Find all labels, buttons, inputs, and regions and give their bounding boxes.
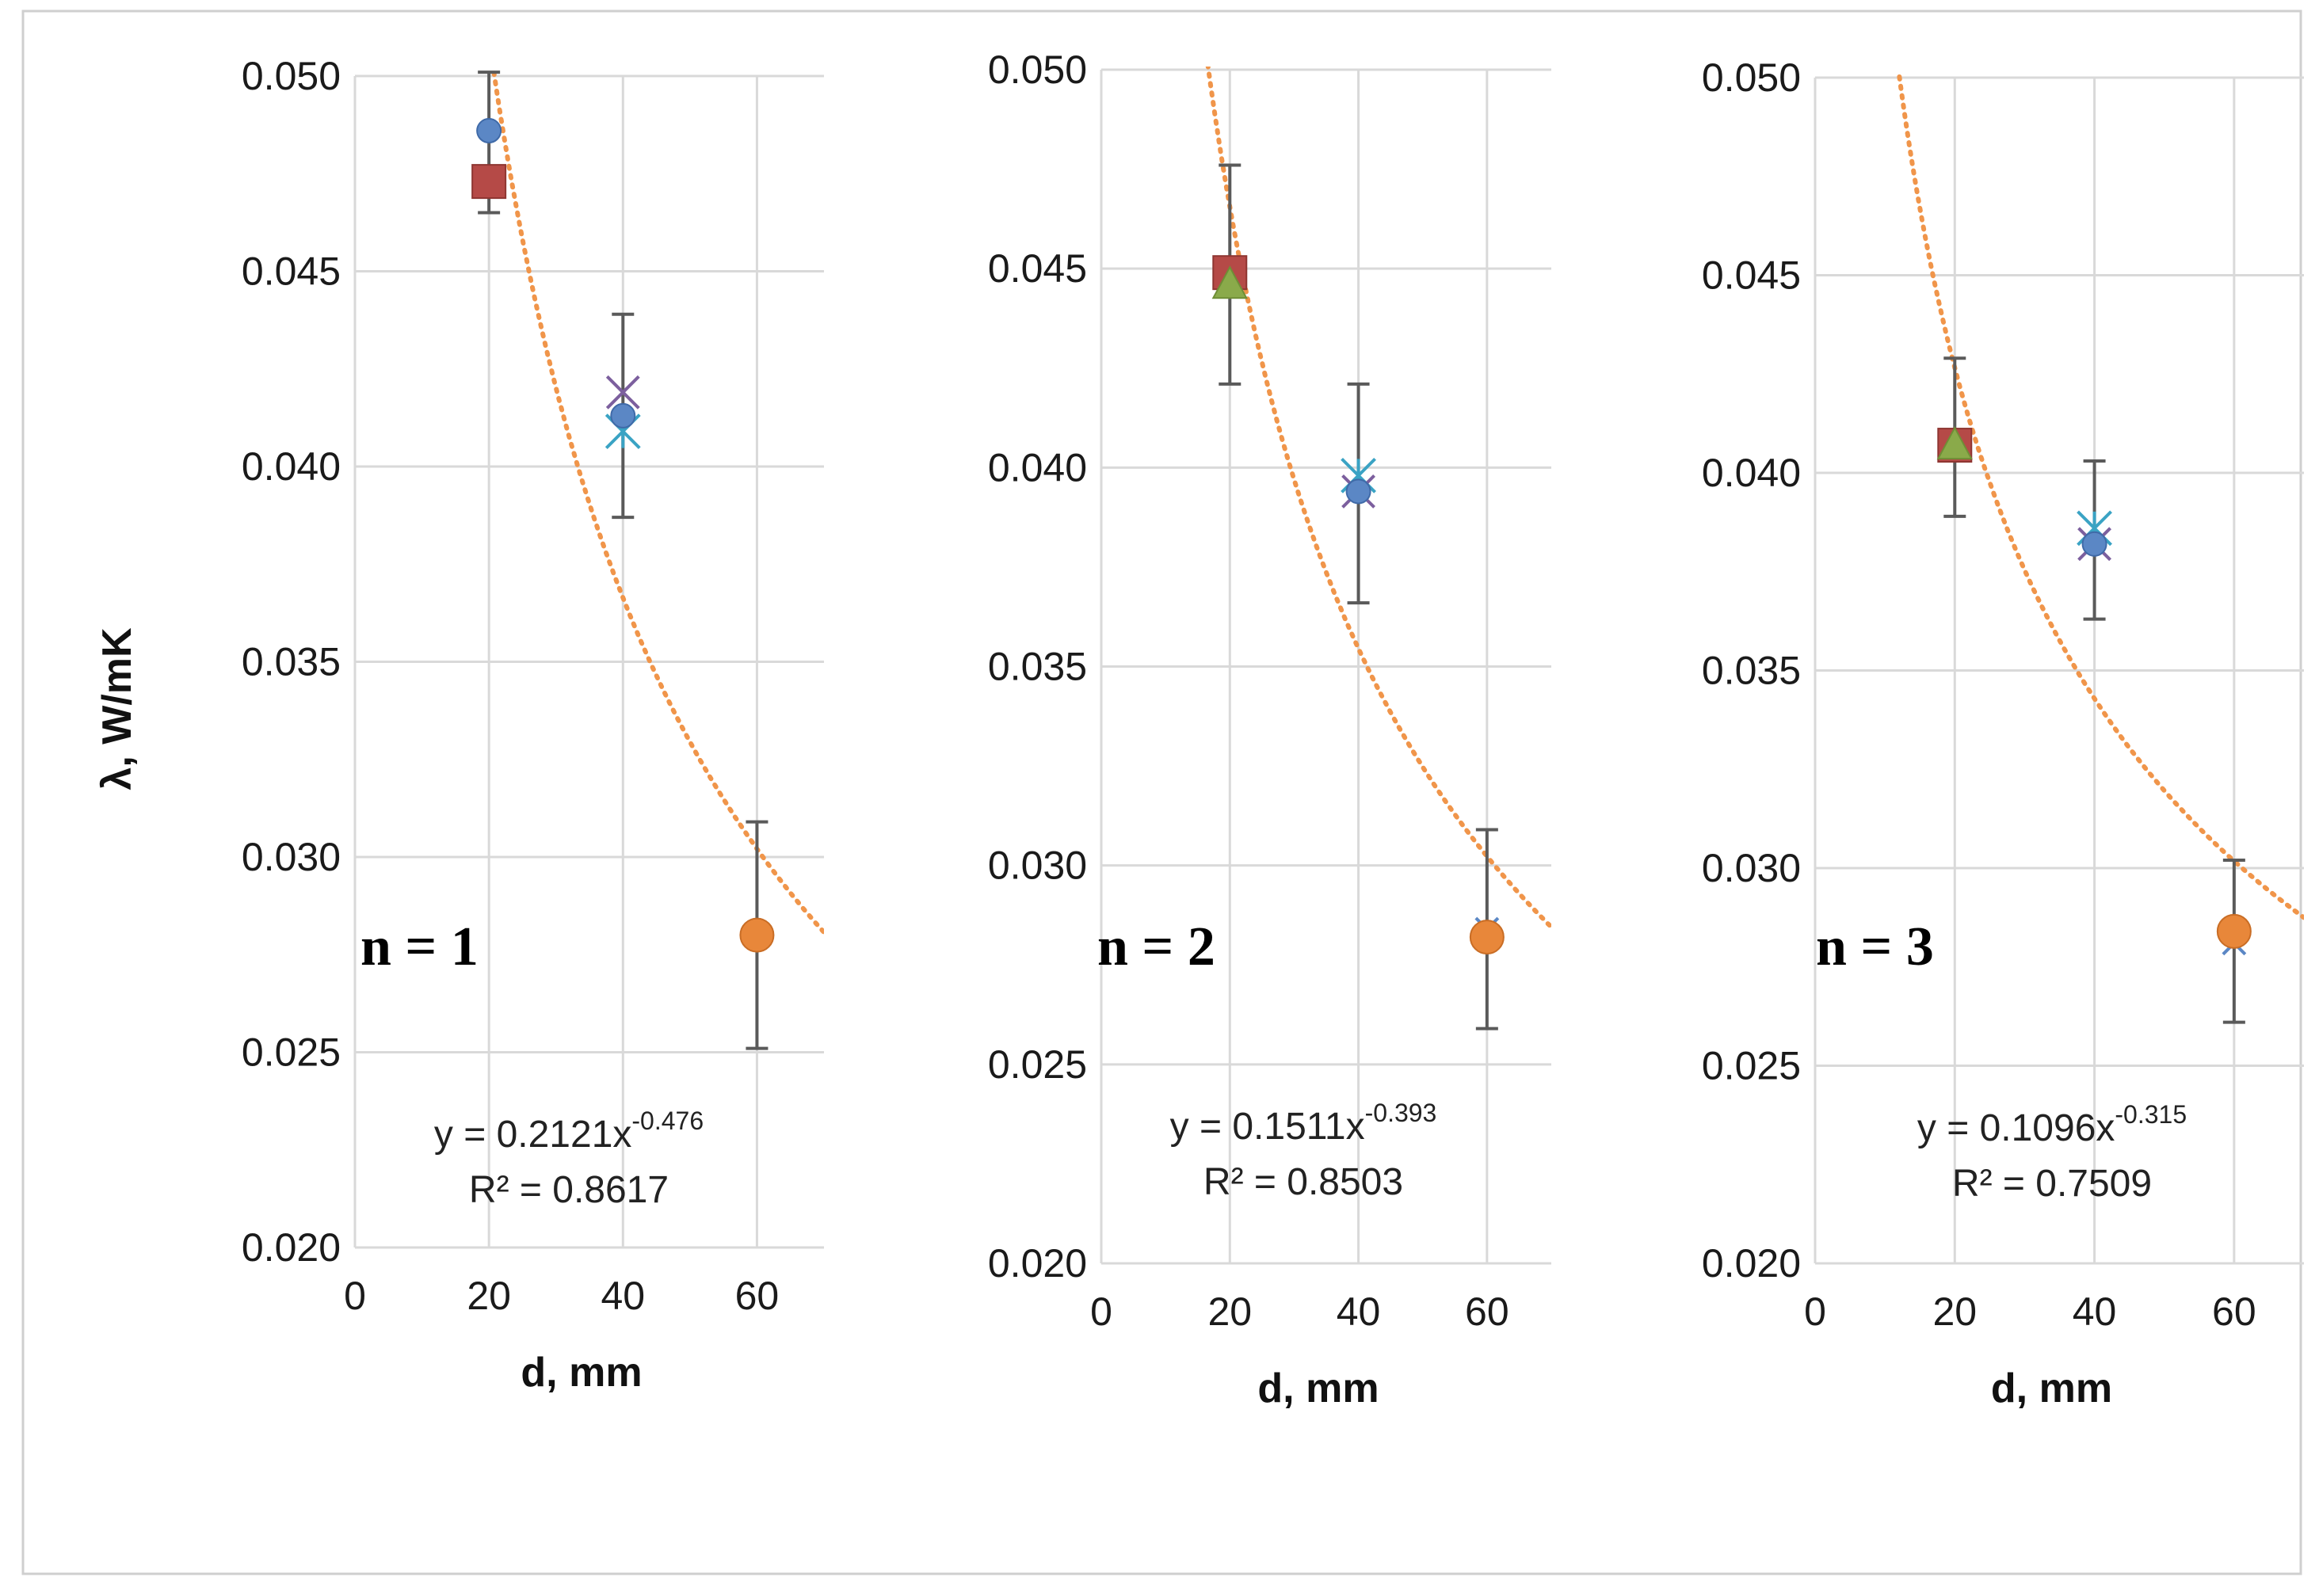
trendline-equation: y = 0.1511x-0.393 [1170, 1099, 1437, 1148]
equation-exponent: -0.315 [2115, 1100, 2187, 1129]
x-tick-label: 40 [2073, 1289, 2117, 1334]
trendline-equation: y = 0.2121x-0.476 [434, 1107, 704, 1156]
trendline-r2: R² = 0.7509 [1952, 1163, 2152, 1205]
y-tick-label: 0.045 [242, 249, 341, 294]
panel-2: 0.020 0.025 0.030 0.035 0.040 0.045 0.050 0 20 40… [988, 48, 1551, 1411]
panel-label: n = 3 [1816, 916, 1934, 977]
data-point-square [471, 164, 507, 200]
data-point-circle [610, 402, 636, 429]
y-tick-label: 0.040 [242, 444, 341, 489]
x-tick-label: 40 [1337, 1289, 1381, 1334]
x-tick-label: 40 [601, 1274, 645, 1318]
y-tick-label: 0.050 [242, 54, 341, 98]
data-point-circle [739, 917, 775, 953]
data-point-circle [2216, 913, 2252, 949]
panel-3: 0.020 0.025 0.030 0.035 0.040 0.045 0.050 0 20 40… [1702, 55, 2304, 1411]
data-point-circle [1345, 478, 1371, 505]
data-point-x [605, 375, 640, 409]
equation-base: y = 0.2121x [434, 1114, 632, 1156]
x-tick-label: 0 [1804, 1289, 1826, 1334]
x-tick-label: 20 [467, 1274, 511, 1318]
y-tick-label: 0.025 [1702, 1044, 1801, 1088]
y-tick-label: 0.040 [1702, 451, 1801, 495]
data-point-circle [2081, 531, 2107, 557]
x-tick-label: 0 [1090, 1289, 1112, 1334]
y-axis-title: λ, W/mK [94, 627, 140, 790]
y-tick-label: 0.040 [988, 445, 1087, 489]
panel-1: 0.020 0.025 0.030 0.035 0.040 0.045 0.050 0 20 40… [242, 54, 824, 1396]
y-tick-label: 0.020 [1702, 1241, 1801, 1286]
data-point-circle [476, 118, 502, 144]
y-tick-label: 0.030 [1702, 846, 1801, 890]
y-tick-label: 0.035 [242, 640, 341, 684]
x-tick-label: 20 [1207, 1289, 1252, 1334]
trendline-equation: y = 0.1096x-0.315 [1917, 1100, 2187, 1149]
y-tick-label: 0.030 [242, 835, 341, 879]
data-point-circle [1469, 920, 1505, 955]
panel-label: n = 1 [360, 916, 479, 977]
panel-label: n = 2 [1097, 916, 1215, 977]
x-axis-title: d, mm [521, 1350, 642, 1396]
y-tick-label: 0.020 [988, 1241, 1087, 1286]
equation-base: y = 0.1096x [1917, 1107, 2115, 1149]
x-tick-label: 0 [344, 1274, 366, 1318]
y-tick-label: 0.035 [988, 645, 1087, 689]
y-tick-label: 0.030 [988, 844, 1087, 888]
trendline [1205, 67, 1551, 930]
equation-base: y = 0.1511x [1170, 1106, 1365, 1148]
y-tick-label: 0.045 [988, 246, 1087, 291]
data-point-triangle [1936, 425, 1973, 460]
trendline [1896, 74, 2304, 920]
data-point-triangle [1211, 265, 1248, 299]
x-tick-label: 60 [735, 1274, 780, 1318]
x-tick-label: 60 [1465, 1289, 1509, 1334]
equation-exponent: -0.476 [631, 1107, 704, 1135]
y-tick-label: 0.020 [242, 1225, 341, 1270]
trendline-r2: R² = 0.8503 [1203, 1161, 1403, 1203]
x-axis-title: d, mm [1257, 1366, 1379, 1411]
y-tick-label: 0.045 [1702, 253, 1801, 298]
equation-exponent: -0.393 [1365, 1099, 1437, 1127]
x-axis-title: d, mm [1991, 1366, 2112, 1411]
y-tick-label: 0.025 [242, 1030, 341, 1075]
y-tick-label: 0.025 [988, 1042, 1087, 1087]
x-tick-label: 20 [1932, 1289, 1977, 1334]
y-tick-label: 0.035 [1702, 649, 1801, 693]
y-tick-label: 0.050 [1702, 55, 1801, 100]
figure-frame [21, 10, 2302, 1575]
x-tick-label: 60 [2212, 1289, 2256, 1334]
y-tick-label: 0.050 [988, 48, 1087, 92]
trendline-r2: R² = 0.8617 [469, 1169, 669, 1211]
trendline [491, 73, 824, 935]
